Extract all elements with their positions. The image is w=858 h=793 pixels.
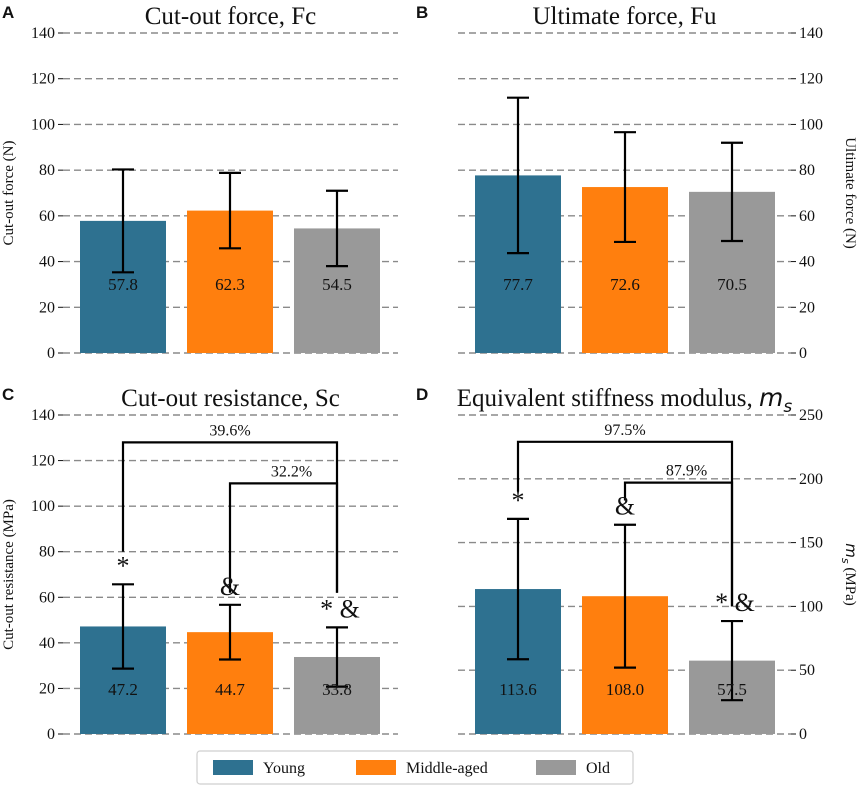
bar-value-label: 113.6 <box>499 680 537 699</box>
y-tick-label: 140 <box>31 407 55 424</box>
bar-value-label: 72.6 <box>610 275 640 294</box>
bar-value-label: 108.0 <box>606 680 644 699</box>
panel-c: C Cut-out resistance, Sc 0 20 40 60 80 100 120 14… <box>1 385 398 743</box>
y-tick-label: 60 <box>799 208 815 225</box>
bar-value-label: 57.5 <box>717 680 747 699</box>
y-tick-label: 80 <box>39 544 55 561</box>
bar-value-label: 57.8 <box>108 275 138 294</box>
y-axis-label: Cut-out resistance (MPa) <box>1 499 17 650</box>
bar-value-label: 47.2 <box>108 680 138 699</box>
y-tick-label: 60 <box>39 589 55 606</box>
legend: Young Middle-aged Old <box>196 750 634 785</box>
legend-label: Young <box>263 760 305 777</box>
bracket-label: 39.6% <box>209 422 250 439</box>
y-tick-label: 100 <box>31 498 55 515</box>
bracket-label: 32.2% <box>271 463 312 480</box>
y-tick-label: 150 <box>799 535 823 552</box>
y-tick-label: 200 <box>799 471 823 488</box>
significance-marker: & <box>220 572 240 601</box>
y-tick-label: 140 <box>799 25 823 42</box>
y-tick-label: 100 <box>31 116 55 133</box>
ylabel-subscript: s <box>839 558 852 564</box>
y-tick-label: 60 <box>39 208 55 225</box>
panel-title: Ultimate force, Fu <box>533 3 717 30</box>
y-tick-label: 0 <box>799 726 807 743</box>
y-axis-label: Ultimate force (N) <box>842 137 858 249</box>
y-tick-label: 40 <box>39 635 55 652</box>
y-tick-label: 100 <box>799 116 823 133</box>
y-axis-label: ms (MPa) <box>839 543 858 605</box>
ylabel-symbol: m <box>842 543 858 558</box>
y-tick-label: 140 <box>31 25 55 42</box>
y-tick-label: 80 <box>39 162 55 179</box>
bar-value-label: 44.7 <box>215 680 245 699</box>
panel-letter: A <box>2 3 14 22</box>
y-tick-label: 0 <box>799 345 807 362</box>
y-tick-label: 40 <box>39 254 55 271</box>
y-tick-label: 250 <box>799 407 823 424</box>
legend-label: Old <box>586 760 610 777</box>
legend-label: Middle-aged <box>406 760 488 777</box>
bracket-label: 87.9% <box>666 463 707 480</box>
panel-title: Cut-out resistance, Sc <box>121 385 340 412</box>
panel-title: Equivalent stiffness modulus, ms <box>457 383 793 417</box>
y-tick-label: 120 <box>799 71 823 88</box>
significance-marker: * <box>117 551 130 580</box>
significance-marker: * <box>512 486 525 515</box>
significance-marker: * & <box>320 594 360 623</box>
y-tick-label: 20 <box>39 299 55 316</box>
legend-frame <box>196 750 634 785</box>
y-tick-label: 0 <box>47 726 55 743</box>
significance-bracket <box>228 482 339 593</box>
panel-letter: C <box>2 385 14 404</box>
y-tick-label: 40 <box>799 254 815 271</box>
y-tick-label: 120 <box>31 453 55 470</box>
bar-value-label: 62.3 <box>215 275 245 294</box>
panel-b: B Ultimate force, Fu 0 20 40 60 80 100 120 140 Ult… <box>416 3 858 362</box>
legend-swatch-young <box>213 760 253 775</box>
significance-marker: & <box>615 492 635 521</box>
y-tick-label: 100 <box>799 598 823 615</box>
y-tick-label: 80 <box>799 162 815 179</box>
legend-swatch-old <box>536 760 576 775</box>
significance-marker: * & <box>715 588 755 617</box>
bar-value-label: 33.8 <box>322 680 352 699</box>
legend-swatch-middle-aged <box>356 760 396 775</box>
y-tick-label: 120 <box>31 71 55 88</box>
bar-value-label: 70.5 <box>717 275 747 294</box>
bar-value-label: 54.5 <box>322 275 352 294</box>
panel-title: Cut-out force, Fc <box>145 3 316 30</box>
panel-letter: D <box>416 385 428 404</box>
panel-a: A Cut-out force, Fc 0 20 40 60 80 100 120 140 Cut-… <box>1 3 398 362</box>
title-subscript: s <box>783 397 792 417</box>
bar-value-label: 77.7 <box>503 275 533 294</box>
significance-bracket <box>623 481 734 607</box>
y-tick-label: 50 <box>799 662 815 679</box>
y-tick-label: 0 <box>47 345 55 362</box>
y-axis-label: Cut-out force (N) <box>1 141 17 246</box>
ylabel-unit: (MPa) <box>842 564 858 606</box>
panel-letter: B <box>416 3 428 22</box>
y-tick-label: 20 <box>39 680 55 697</box>
y-tick-label: 20 <box>799 299 815 316</box>
panel-d: D Equivalent stiffness modulus, ms 0 50 100 1… <box>416 383 858 743</box>
bracket-label: 97.5% <box>604 422 645 439</box>
title-symbol: m <box>759 383 783 412</box>
